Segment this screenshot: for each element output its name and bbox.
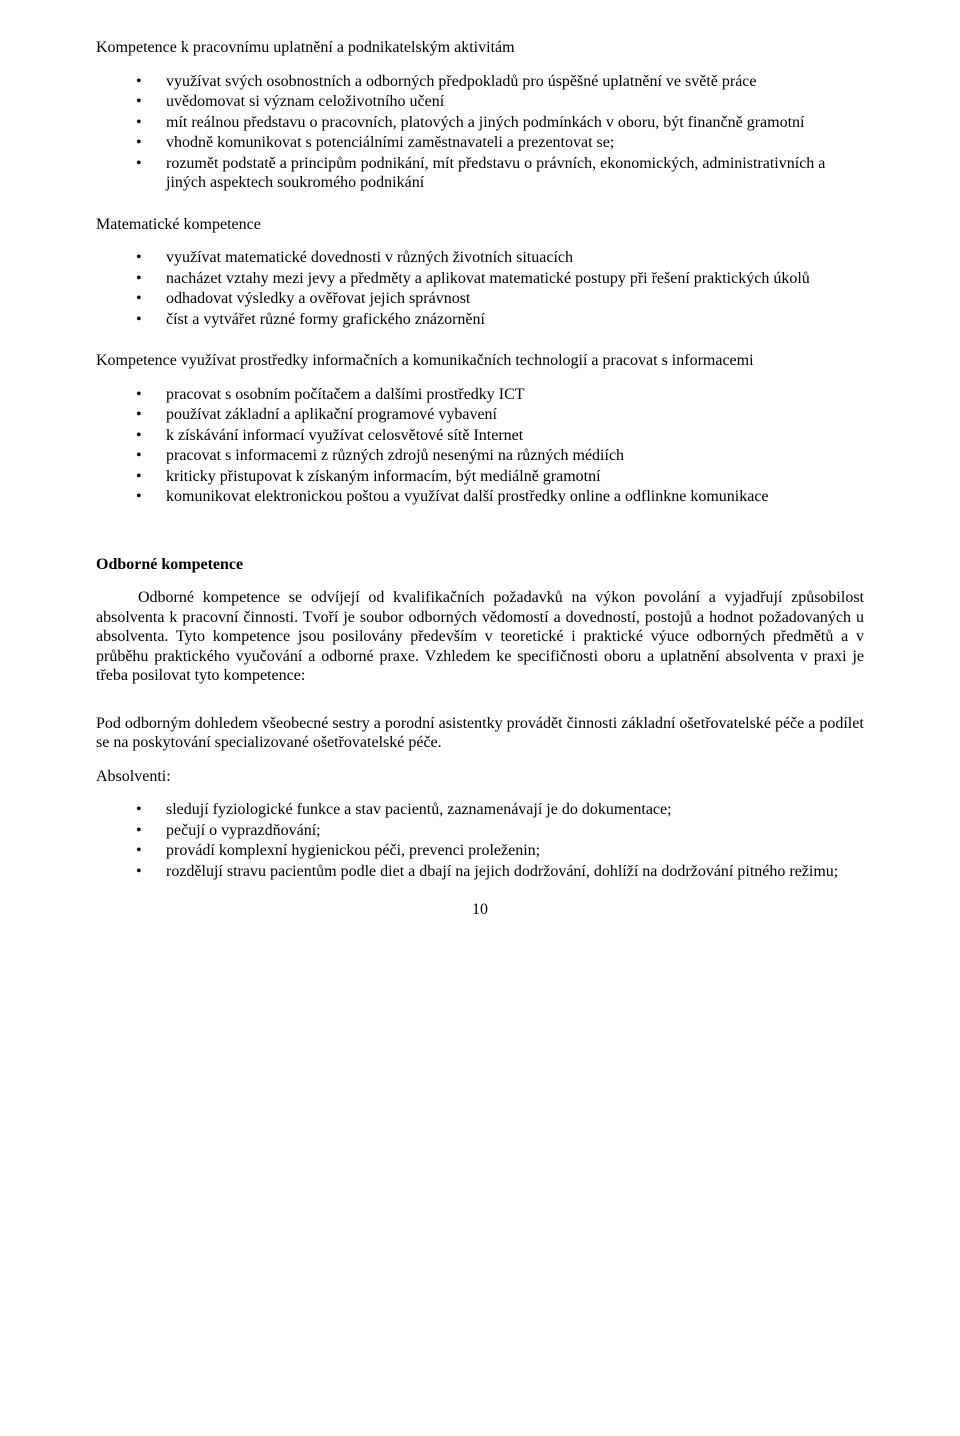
list-item: sledují fyziologické funkce a stav pacie… [136, 800, 864, 820]
list-item: vhodně komunikovat s potenciálními zaměs… [136, 133, 864, 153]
list-item: komunikovat elektronickou poštou a využí… [136, 487, 864, 507]
list-item: pečují o vyprazdňování; [136, 821, 864, 841]
list-item: používat základní a aplikační programové… [136, 405, 864, 425]
list-item: odhadovat výsledky a ověřovat jejich spr… [136, 289, 864, 309]
bullet-list: využívat svých osobnostních a odborných … [96, 72, 864, 193]
bullet-list: pracovat s osobním počítačem a dalšími p… [96, 385, 864, 507]
list-item: využívat matematické dovednosti v různýc… [136, 248, 864, 268]
page-number: 10 [96, 900, 864, 920]
list-item: mít reálnou představu o pracovních, plat… [136, 113, 864, 133]
list-item: uvědomovat si význam celoživotního učení [136, 92, 864, 112]
list-item: nacházet vztahy mezi jevy a předměty a a… [136, 269, 864, 289]
list-item: k získávání informací využívat celosvěto… [136, 426, 864, 446]
section-heading: Kompetence využívat prostředky informačn… [96, 351, 864, 371]
list-item: rozdělují stravu pacientům podle diet a … [136, 862, 864, 882]
bullet-list: využívat matematické dovednosti v různýc… [96, 248, 864, 329]
section-heading-bold: Odborné kompetence [96, 555, 864, 575]
list-item: pracovat s informacemi z různých zdrojů … [136, 446, 864, 466]
section-heading: Kompetence k pracovnímu uplatnění a podn… [96, 38, 864, 58]
list-item: rozumět podstatě a principům podnikání, … [136, 154, 864, 193]
list-item: provádí komplexní hygienickou péči, prev… [136, 841, 864, 861]
section-heading: Matematické kompetence [96, 215, 864, 235]
bullet-list: sledují fyziologické funkce a stav pacie… [96, 800, 864, 881]
list-item: kriticky přistupovat k získaným informac… [136, 467, 864, 487]
body-paragraph: Pod odborným dohledem všeobecné sestry a… [96, 714, 864, 753]
list-item: využívat svých osobnostních a odborných … [136, 72, 864, 92]
body-paragraph: Odborné kompetence se odvíjejí od kvalif… [96, 588, 864, 686]
list-item: pracovat s osobním počítačem a dalšími p… [136, 385, 864, 405]
list-item: číst a vytvářet různé formy grafického z… [136, 310, 864, 330]
body-paragraph: Absolventi: [96, 767, 864, 787]
